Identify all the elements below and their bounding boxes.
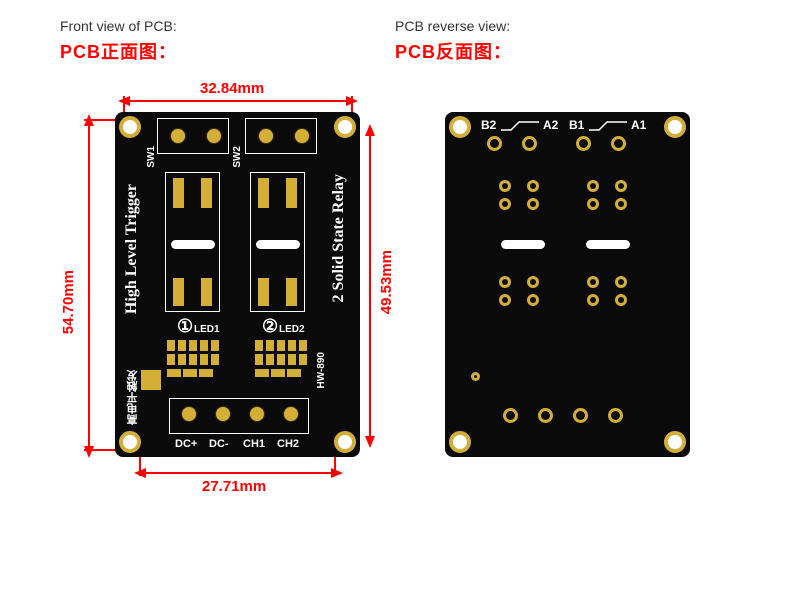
relay1-pad-t	[173, 178, 184, 208]
r-top-pads-2	[576, 136, 626, 151]
dim-bottom: 27.71mm	[202, 478, 266, 495]
chip-pad	[141, 370, 161, 390]
dc-minus-label: DC-	[209, 438, 229, 450]
reverse-pcb: B2 A2 B1 A1	[445, 112, 690, 457]
a2-label: A2	[543, 118, 558, 132]
term-sw2-pads	[258, 128, 310, 144]
r-via	[471, 372, 480, 381]
mount-hole-br	[334, 431, 356, 453]
relay2-pad-b	[258, 278, 269, 306]
r-top-pads-1	[487, 136, 537, 151]
left-vertical-text-cn: 高电平触发	[125, 370, 141, 425]
dc-plus-label: DC+	[175, 438, 197, 450]
r-hole-tr	[664, 116, 686, 138]
dim-top-line	[124, 100, 352, 102]
reverse-caption-cn: PCB反面图：	[395, 38, 512, 64]
smd-cluster-1	[167, 340, 219, 377]
r-hole-bl	[449, 431, 471, 453]
b1-label: B1	[569, 118, 584, 132]
mount-hole-tr	[334, 116, 356, 138]
relay2-pad-t	[258, 178, 269, 208]
relay1-slot	[171, 240, 215, 249]
relay2-slot	[256, 240, 300, 249]
r-hole-tl	[449, 116, 471, 138]
r-relay2-tp2	[587, 198, 627, 210]
r-slot1	[501, 240, 545, 249]
relay1-pad-b	[173, 278, 184, 306]
ch2-label: CH2	[277, 438, 299, 450]
r-relay1-bp2	[499, 294, 539, 306]
r-relay2-bp	[587, 276, 627, 288]
mount-hole-tl	[119, 116, 141, 138]
dim-right: 49.53mm	[378, 250, 395, 314]
sw2-label: SW2	[232, 146, 243, 168]
left-vertical-text: High Level Trigger	[123, 184, 141, 314]
relay2-pad-t2	[286, 178, 297, 208]
reverse-caption-en: PCB reverse view:	[395, 18, 512, 34]
a1-label: A1	[631, 118, 646, 132]
led2-num: ②	[262, 316, 278, 337]
dim-left: 54.70mm	[60, 270, 77, 334]
led2-label: LED2	[279, 324, 305, 335]
r-relay1-bp	[499, 276, 539, 288]
term-sw1-pads	[170, 128, 222, 144]
dim-bottom-line	[140, 472, 335, 474]
r-relay2-tp	[587, 180, 627, 192]
relay2-pad-b2	[286, 278, 297, 306]
r-bottom-pads	[503, 408, 623, 423]
r-hole-br	[664, 431, 686, 453]
smd-cluster-2	[255, 340, 307, 377]
front-caption-en: Front view of PCB:	[60, 18, 177, 34]
front-pcb: SW1 SW2 High Level Trigger 高电平触发 2 Solid…	[115, 112, 360, 457]
relay1-pad-b2	[201, 278, 212, 306]
front-caption-cn: PCB正面图：	[60, 38, 177, 64]
dim-right-line	[369, 130, 371, 440]
relay1-pad-t2	[201, 178, 212, 208]
b2-label: B2	[481, 118, 496, 132]
sw1-label: SW1	[146, 146, 157, 168]
mount-hole-bl	[119, 431, 141, 453]
r-relay2-bp2	[587, 294, 627, 306]
right-vertical-text: 2 Solid State Relay	[330, 174, 348, 302]
led1-label: LED1	[194, 324, 220, 335]
r-relay1-tp2	[499, 198, 539, 210]
bottom-term-pads	[181, 406, 299, 422]
dim-top: 32.84mm	[200, 80, 264, 97]
led1-num: ①	[177, 316, 193, 337]
ch1-label: CH1	[243, 438, 265, 450]
r-slot2	[586, 240, 630, 249]
dim-left-line	[88, 120, 90, 450]
model-text: HW-890	[316, 352, 327, 388]
r-relay1-tp	[499, 180, 539, 192]
